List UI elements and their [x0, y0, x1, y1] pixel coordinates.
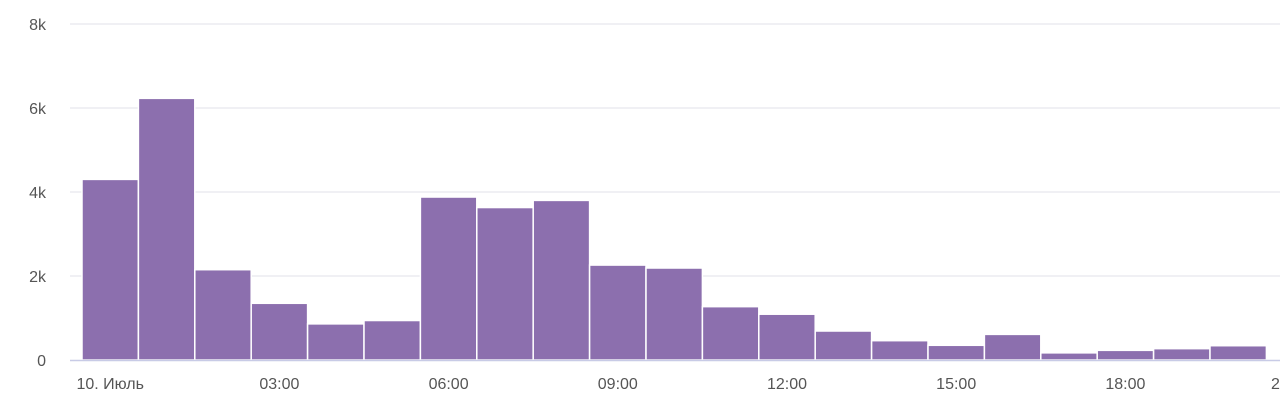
bar[interactable] [419, 196, 478, 361]
bar[interactable] [701, 305, 760, 361]
x-tick-label: 06:00 [429, 376, 469, 393]
y-tick-label: 4k [29, 185, 47, 202]
bar[interactable] [137, 97, 196, 361]
x-tick-label: 10. Июль [76, 376, 144, 393]
y-tick-label: 6k [29, 101, 47, 118]
bar[interactable] [532, 199, 591, 361]
bar[interactable] [363, 319, 422, 361]
bar[interactable] [1152, 347, 1211, 361]
x-tick-label: 15:00 [936, 376, 976, 393]
bar[interactable] [814, 330, 873, 361]
bar[interactable] [758, 313, 816, 361]
y-tick-label: 8k [29, 17, 47, 34]
bar[interactable] [81, 178, 140, 361]
x-tick-label: 03:00 [259, 376, 299, 393]
bar[interactable] [1209, 344, 1268, 361]
x-tick-label: 2 [1271, 376, 1280, 393]
bar[interactable] [306, 323, 365, 361]
x-axis-labels: 10. Июль 03:00 06:00 09:00 12:00 15:00 18:00 2 [76, 376, 1280, 393]
bar[interactable] [983, 333, 1042, 361]
bar[interactable] [870, 339, 929, 361]
y-tick-label: 2k [29, 269, 47, 286]
x-tick-label: 12:00 [767, 376, 807, 393]
x-tick-label: 18:00 [1105, 376, 1145, 393]
bars [81, 97, 1268, 361]
grid-lines [70, 23, 1280, 277]
bar[interactable] [1040, 352, 1098, 361]
y-tick-label: 0 [37, 353, 46, 370]
bar[interactable] [645, 267, 704, 361]
bar[interactable] [1096, 349, 1155, 361]
bar[interactable] [250, 302, 309, 361]
bar[interactable] [927, 344, 986, 361]
bar[interactable] [476, 206, 534, 361]
y-axis-labels: 0 2k 4k 6k 8k [29, 17, 47, 370]
bar[interactable] [194, 268, 252, 361]
x-tick-label: 09:00 [598, 376, 638, 393]
bar[interactable] [588, 264, 647, 361]
